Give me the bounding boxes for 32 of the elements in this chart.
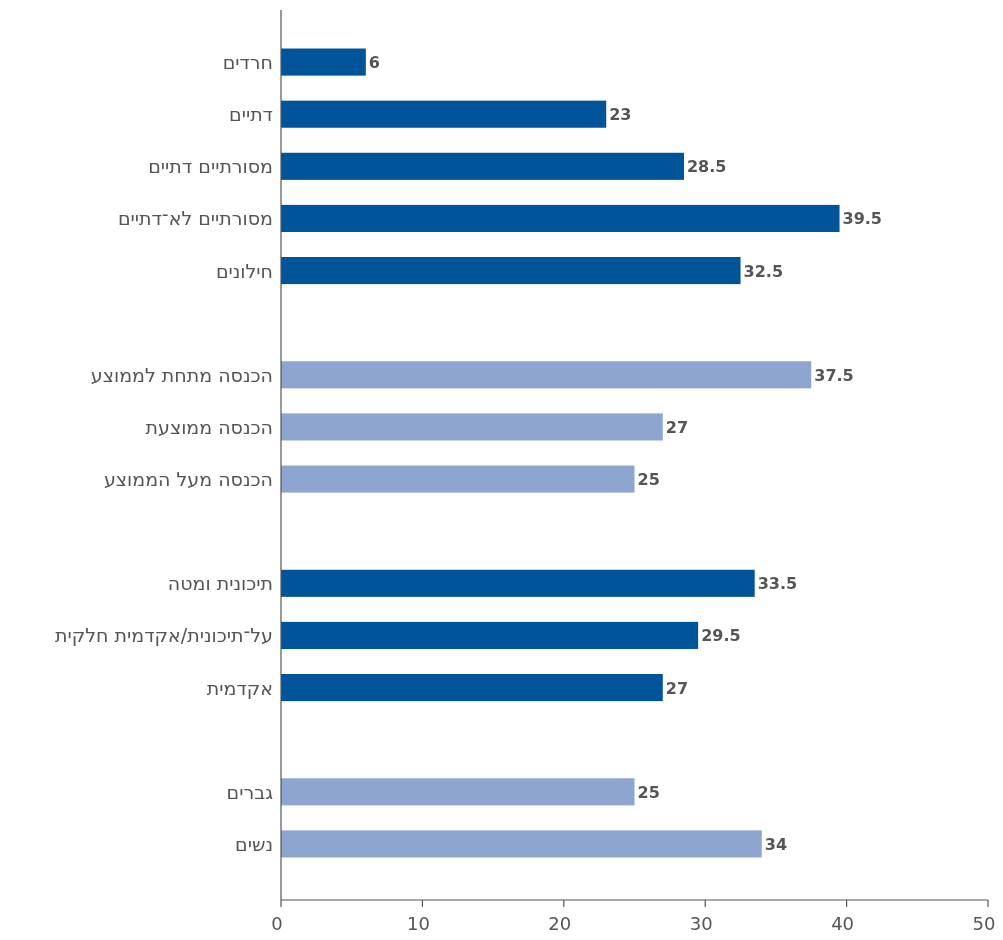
data-label: 33.5 [757, 574, 798, 594]
data-label: 32.5 [743, 261, 784, 281]
y-tick-label: מסורתיים דתיים [148, 155, 273, 178]
y-tick-label: מסורתיים לא־דתיים [117, 207, 273, 230]
y-tick-label: הכנסה מתחת לממוצע [90, 363, 273, 386]
data-label: 23 [609, 105, 632, 125]
y-tick-label: דתיים [229, 103, 273, 126]
data-label: 25 [637, 782, 660, 802]
x-tick-label: 50 [972, 913, 996, 934]
data-label: 29.5 [701, 626, 741, 646]
y-tick-label: חילונים [215, 259, 273, 282]
y-tick-label: תיכונית ומטה [167, 572, 273, 595]
x-tick-label: 10 [406, 913, 430, 934]
data-label: 39.5 [842, 209, 883, 229]
data-label: 34 [764, 834, 788, 854]
y-tick-label: הכנסה מעל הממוצע [103, 468, 273, 491]
x-tick-label: 40 [831, 913, 855, 934]
x-tick-label: 0 [271, 913, 283, 934]
data-label: 27 [665, 678, 689, 698]
y-tick-label: חרדים [222, 51, 273, 74]
data-label: 28.5 [686, 157, 727, 177]
y-tick-label: נשים [235, 832, 273, 855]
data-label: 25 [637, 470, 660, 490]
y-tick-label: אקדמית [206, 676, 273, 699]
x-tick-label: 20 [548, 913, 572, 934]
y-tick-label: הכנסה ממוצעת [145, 415, 273, 438]
data-label: 37.5 [814, 365, 854, 385]
data-label: 27 [665, 417, 689, 437]
data-label: 6 [368, 53, 380, 73]
y-tick-label: גברים [226, 780, 274, 803]
x-tick-label: 30 [689, 913, 713, 934]
y-tick-label: על־תיכונית/אקדמית חלקית [55, 624, 273, 647]
